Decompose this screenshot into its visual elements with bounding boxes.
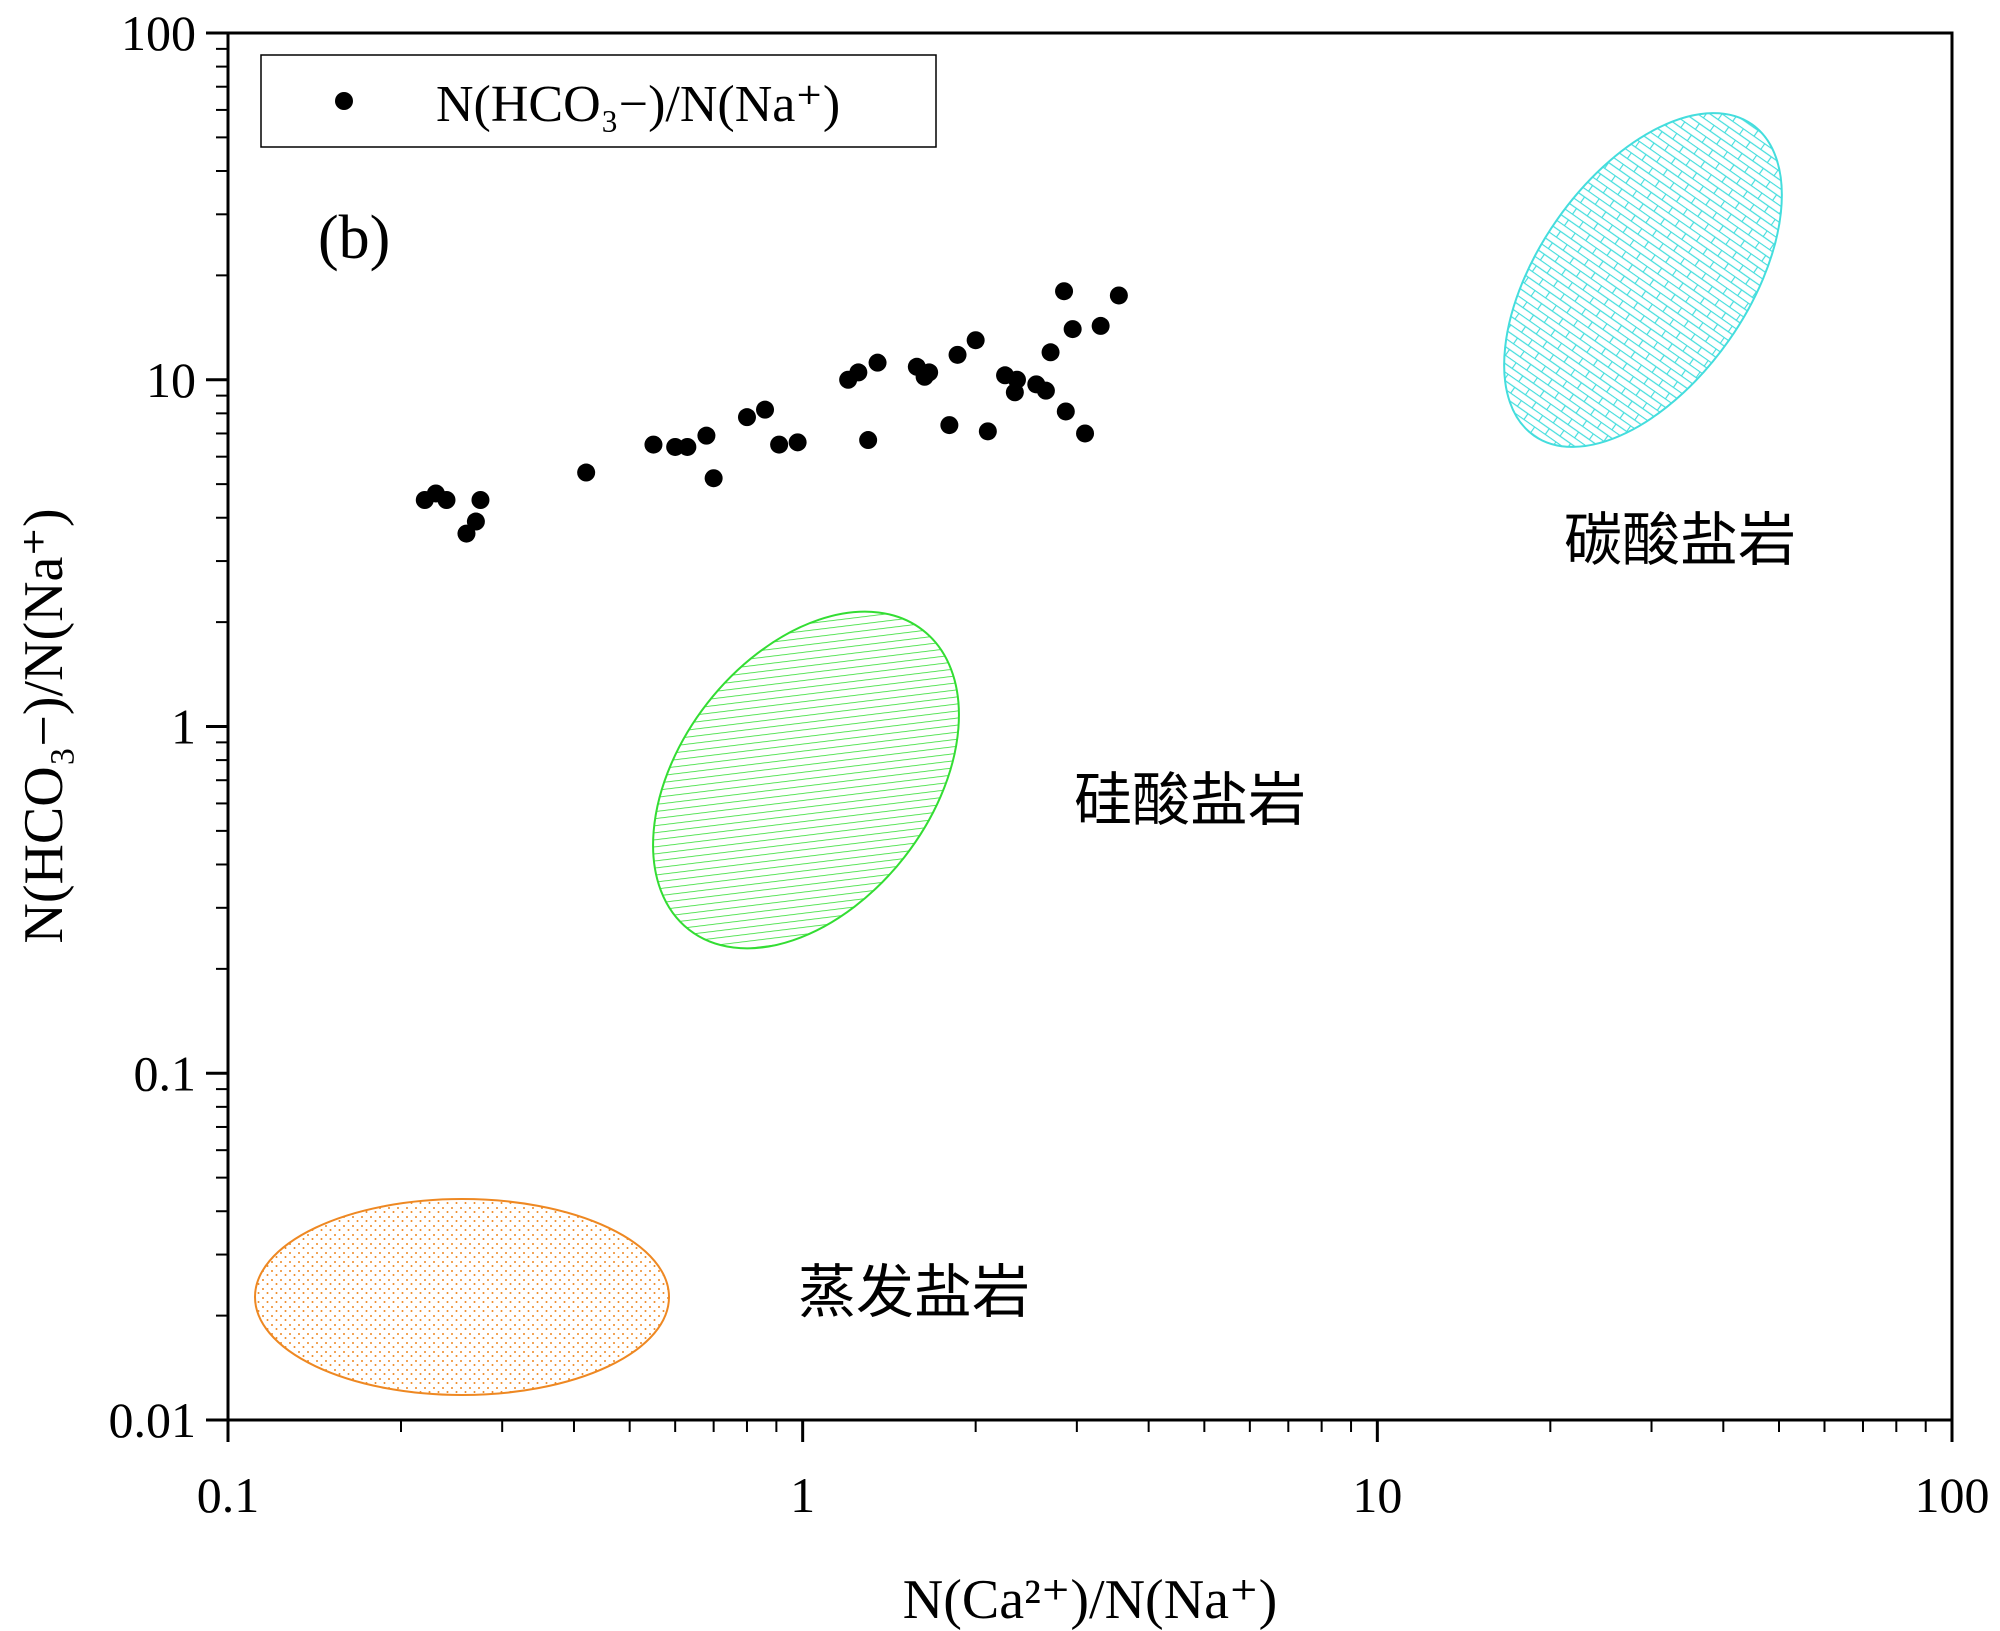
data-point [1109,286,1128,305]
region-silicate [652,610,960,950]
y-tick-label: 100 [121,5,196,61]
data-point [859,431,878,450]
data-point [978,422,997,441]
x-axis-label: N(Ca²⁺)/N(Na⁺) [903,1569,1277,1631]
data-point [756,400,775,419]
region-label-silicate: 硅酸盐岩 [1074,766,1306,834]
y-tick-label: 0.01 [109,1392,197,1448]
data-point [920,363,939,382]
legend-box [260,54,937,148]
panel-label: (b) [318,204,390,272]
data-point [948,345,967,364]
data-point [644,435,663,454]
region-label-evaporite: 蒸发盐岩 [798,1258,1030,1326]
x-axis-ticks: 0.1 1 10 100 [197,1420,1990,1523]
data-point [849,363,868,382]
data-point [697,426,716,445]
data-point [471,490,490,509]
region-evaporite [254,1198,670,1396]
data-point [1063,320,1082,339]
regions-layer: 碳酸盐岩 硅酸盐岩 蒸发盐岩 [254,112,1796,1396]
y-axis-ticks: 0.01 0.1 1 10 100 [109,5,228,1448]
data-point [1076,424,1095,443]
data-point [457,524,476,543]
y-axis-label: N(HCO₃−)/N(Na⁺) [13,508,75,943]
region-carbonate [1503,112,1783,448]
legend-marker [335,92,353,110]
data-point [940,416,959,435]
x-tick-label: 0.1 [197,1467,260,1523]
data-point [770,435,789,454]
x-tick-label: 100 [1915,1467,1990,1523]
data-point [466,512,485,531]
data-point [1091,316,1110,335]
data-point [577,463,596,482]
data-point [1036,381,1055,400]
data-point [1007,370,1026,389]
data-point [1041,343,1060,362]
legend-label: N(HCO₃−)/N(Na⁺) [436,76,840,133]
x-tick-label: 1 [790,1467,815,1523]
data-point [788,433,807,452]
y-tick-label: 1 [171,699,196,755]
data-point [437,490,456,509]
y-tick-label: 0.1 [134,1045,197,1101]
data-point [737,408,756,427]
data-point [704,469,723,488]
y-tick-label: 10 [146,352,196,408]
region-label-carbonate: 碳酸盐岩 [1564,506,1796,574]
data-point [1056,402,1075,421]
data-point [1055,282,1074,301]
data-points [415,282,1128,543]
data-point [966,331,985,350]
x-tick-label: 10 [1352,1467,1402,1523]
data-point [678,437,697,456]
data-point [868,353,887,372]
legend: N(HCO₃−)/N(Na⁺) [260,54,937,148]
